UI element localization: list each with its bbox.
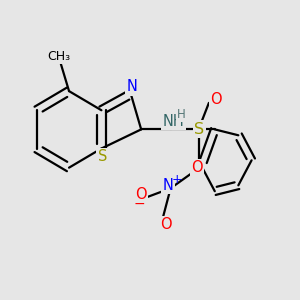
Text: O: O	[135, 187, 146, 202]
Text: NH: NH	[163, 114, 184, 129]
Text: +: +	[171, 173, 182, 186]
Text: O: O	[191, 160, 203, 175]
Text: S: S	[98, 149, 107, 164]
Text: S: S	[194, 122, 205, 137]
Text: O: O	[160, 217, 172, 232]
Text: N: N	[126, 79, 137, 94]
Text: CH₃: CH₃	[47, 50, 70, 63]
Text: O: O	[210, 92, 222, 107]
Text: N: N	[162, 178, 173, 193]
Text: −: −	[134, 196, 146, 211]
Text: H: H	[176, 108, 185, 121]
